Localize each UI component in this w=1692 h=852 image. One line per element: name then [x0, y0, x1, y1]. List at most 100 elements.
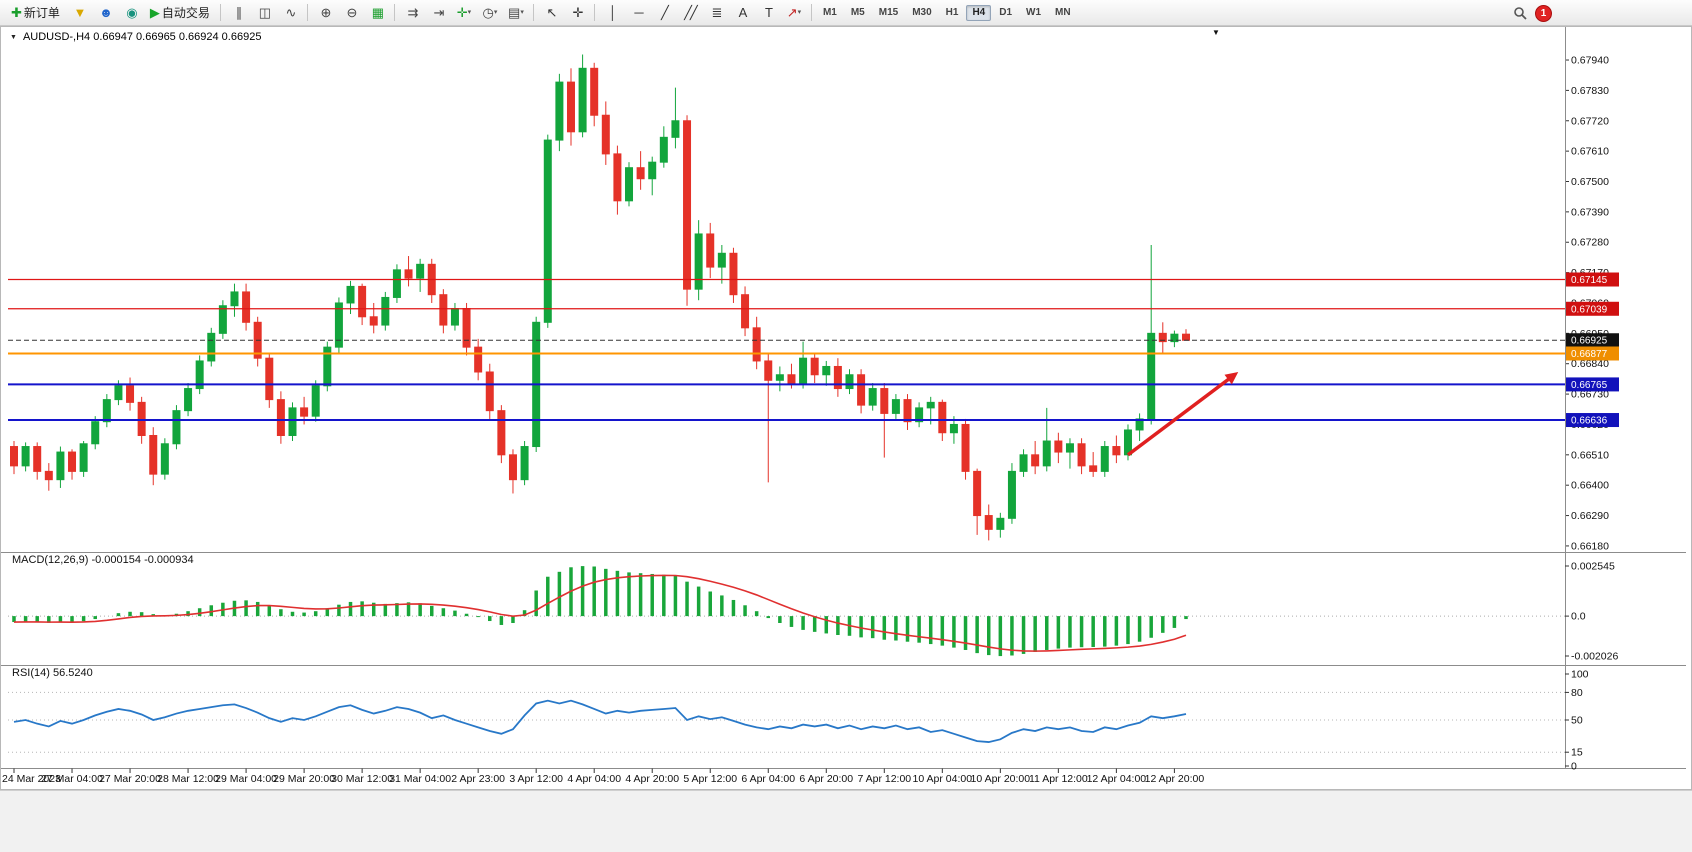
candle	[1158, 322, 1167, 353]
vertical-line-button[interactable]: │	[600, 3, 624, 23]
price-tag: 0.66636	[1566, 413, 1619, 428]
candle	[21, 442, 30, 472]
timeframe-m1-button[interactable]: M1	[822, 6, 837, 18]
candle	[1135, 413, 1144, 442]
candle	[833, 358, 842, 397]
svg-text:0.66400: 0.66400	[1571, 480, 1609, 492]
timeframe-mn-button[interactable]: MN	[1055, 6, 1071, 18]
candle	[683, 115, 692, 306]
svg-text:24 Mar 2023: 24 Mar 2023	[2, 773, 61, 785]
candle	[520, 441, 529, 486]
text-button[interactable]: A	[730, 3, 754, 23]
svg-text:31 Mar 04:00: 31 Mar 04:00	[389, 773, 451, 785]
timeframe-m5-button[interactable]: M5	[850, 6, 865, 18]
candlestick-chart-button[interactable]: ◫	[252, 3, 276, 23]
funnel-icon: ▼	[73, 5, 86, 20]
svg-text:0.67039: 0.67039	[1571, 304, 1608, 315]
candle	[79, 441, 88, 477]
main-toolbar: ✚ 新订单 ▼ ☻ ◉ ▶ 自动交易 ∥ ◫ ∿ ⊕ ⊖ ▦ ⇉ ⇥ ✛ ▾ ◷ ▾ ▤ ▾ ↖ ✛ │ ─ ╱ ╱╱ ≣ A T ↗ ▾ M1…	[0, 0, 1692, 26]
timeframe-d1-button[interactable]: D1	[999, 6, 1013, 18]
timeframe-m30-button[interactable]: M30	[912, 6, 932, 18]
globe-button[interactable]: ◉	[119, 3, 143, 23]
toolbar-separator	[306, 4, 308, 21]
chart-shift-button[interactable]: ⇥	[426, 3, 450, 23]
candle	[891, 394, 900, 419]
bar-chart-icon: ∥	[235, 5, 242, 20]
candle	[1147, 244, 1156, 425]
arrows-icon: ↗	[786, 5, 798, 20]
search-icon[interactable]	[1513, 6, 1528, 21]
candle	[566, 68, 575, 146]
line-chart-button[interactable]: ∿	[278, 3, 302, 23]
chart-menu-icon[interactable]: ▼	[10, 33, 17, 41]
svg-text:0.66925: 0.66925	[1571, 336, 1608, 347]
candle	[416, 258, 425, 292]
templates-button[interactable]: ▤ ▾	[504, 3, 528, 23]
candle	[392, 264, 401, 303]
crosshair-button[interactable]: ✛	[565, 3, 589, 23]
svg-text:0.66180: 0.66180	[1571, 540, 1609, 552]
timeframe-h1-button[interactable]: H1	[945, 6, 959, 18]
horizontal-line-button[interactable]: ─	[626, 3, 650, 23]
trend-arrow-annotation[interactable]	[1126, 371, 1239, 457]
price-scale[interactable]: 0.67940 0.67830 0.67720 0.67610 0.67500 0.673…	[1565, 55, 1609, 553]
profile-icon: ☻	[99, 5, 113, 20]
text-label-button[interactable]: T	[756, 3, 780, 23]
svg-text:10 Apr 20:00: 10 Apr 20:00	[971, 773, 1031, 785]
candle	[474, 338, 483, 381]
svg-text:80: 80	[1571, 687, 1583, 699]
zoom-out-icon: ⊖	[346, 5, 357, 20]
zoom-in-button[interactable]: ⊕	[313, 3, 337, 23]
svg-text:28 Mar 12:00: 28 Mar 12:00	[157, 773, 219, 785]
periods-button[interactable]: ◷ ▾	[478, 3, 502, 23]
periods-icon: ◷	[482, 5, 494, 20]
candle	[508, 449, 517, 494]
candle	[729, 247, 738, 303]
svg-text:27 Mar 20:00: 27 Mar 20:00	[99, 773, 161, 785]
auto-trading-button-label: 自动交易	[161, 5, 210, 20]
candle	[184, 383, 193, 417]
candle	[857, 369, 866, 414]
funnel-button[interactable]: ▼	[67, 3, 91, 23]
fibonacci-button[interactable]: ≣	[704, 3, 728, 23]
candle	[648, 156, 657, 196]
arrows-button[interactable]: ↗ ▾	[782, 3, 806, 23]
chart-collapse-icon[interactable]: ▼	[1212, 28, 1220, 37]
equidistant-channel-button[interactable]: ╱╱	[678, 3, 702, 23]
candle	[706, 222, 715, 279]
svg-text:0.67500: 0.67500	[1571, 176, 1609, 188]
trendline-button[interactable]: ╱	[652, 3, 676, 23]
svg-text:27 Mar 04:00: 27 Mar 04:00	[41, 773, 103, 785]
candle	[68, 449, 77, 480]
bar-chart-button[interactable]: ∥	[226, 3, 250, 23]
svg-text:0.67720: 0.67720	[1571, 115, 1609, 127]
auto-scroll-button[interactable]: ⇉	[400, 3, 424, 23]
auto-trading-button[interactable]: ▶ 自动交易	[145, 3, 215, 23]
indicators-icon: ✛	[456, 5, 468, 20]
profile-button[interactable]: ☻	[93, 3, 117, 23]
candle	[741, 286, 750, 337]
cursor-button[interactable]: ↖	[539, 3, 563, 23]
svg-text:0.66877: 0.66877	[1571, 349, 1608, 360]
candle	[56, 446, 65, 488]
candle	[671, 87, 680, 149]
candle	[1007, 463, 1016, 524]
candle	[485, 363, 494, 419]
tile-windows-button[interactable]: ▦	[365, 3, 389, 23]
svg-text:6 Apr 20:00: 6 Apr 20:00	[799, 773, 853, 785]
notification-badge[interactable]: 1	[1535, 4, 1552, 22]
timeframe-w1-button[interactable]: W1	[1026, 6, 1042, 18]
candle	[33, 442, 42, 480]
new-order-button[interactable]: ✚ 新订单	[6, 3, 65, 23]
chart-plot-area[interactable]: 0.67940 0.67830 0.67720 0.67610 0.67500 0.673…	[0, 26, 1692, 790]
candle	[126, 377, 135, 411]
toolbar-separator	[810, 4, 812, 21]
timeframe-h4-button[interactable]: H4	[966, 4, 992, 21]
candle	[543, 134, 552, 328]
timeframe-m15-button[interactable]: M15	[878, 6, 899, 18]
zoom-out-button[interactable]: ⊖	[339, 3, 363, 23]
indicators-button[interactable]: ✛ ▾	[452, 3, 476, 23]
svg-text:0.67830: 0.67830	[1571, 85, 1609, 97]
svg-text:29 Mar 20:00: 29 Mar 20:00	[273, 773, 335, 785]
